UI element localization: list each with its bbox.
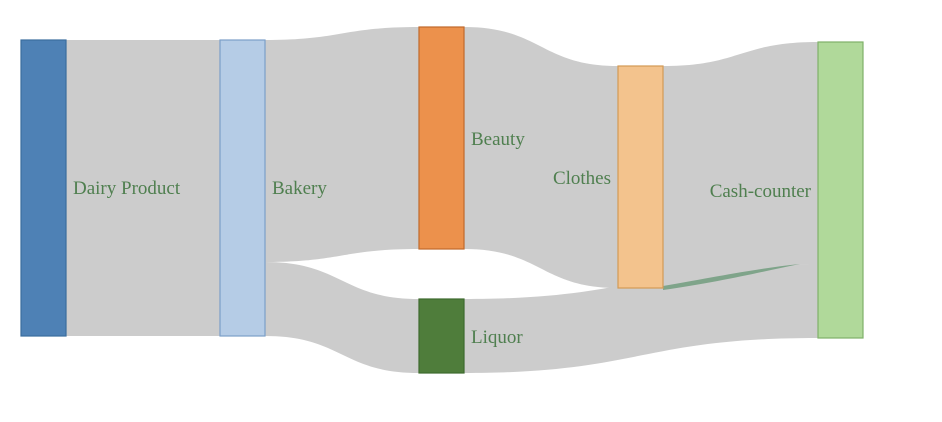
label-liquor: Liquor: [471, 327, 523, 348]
label-dairy-product: Dairy Product: [73, 178, 181, 199]
link-highlight: [663, 264, 800, 290]
link-liquor-cash: [464, 264, 818, 373]
link-clothes-cash: [663, 42, 818, 288]
labels: Dairy Product Bakery Beauty Liquor Cloth…: [73, 129, 812, 348]
node-cash-counter[interactable]: [817, 41, 864, 339]
label-cash-counter: Cash-counter: [710, 181, 812, 202]
label-clothes: Clothes: [553, 168, 611, 189]
link-beauty-clothes: [464, 27, 618, 288]
label-beauty: Beauty: [471, 129, 525, 150]
link-bakery-liquor: [265, 262, 419, 373]
node-liquor[interactable]: [418, 298, 465, 374]
node-clothes[interactable]: [617, 65, 664, 289]
label-bakery: Bakery: [272, 178, 327, 199]
node-beauty[interactable]: [418, 26, 465, 250]
node-bakery[interactable]: [219, 39, 266, 337]
nodes: [20, 26, 864, 374]
node-dairy-product[interactable]: [20, 39, 67, 337]
link-bakery-beauty: [265, 27, 419, 262]
link-dairy-bakery: [66, 40, 220, 336]
links: [66, 27, 818, 373]
